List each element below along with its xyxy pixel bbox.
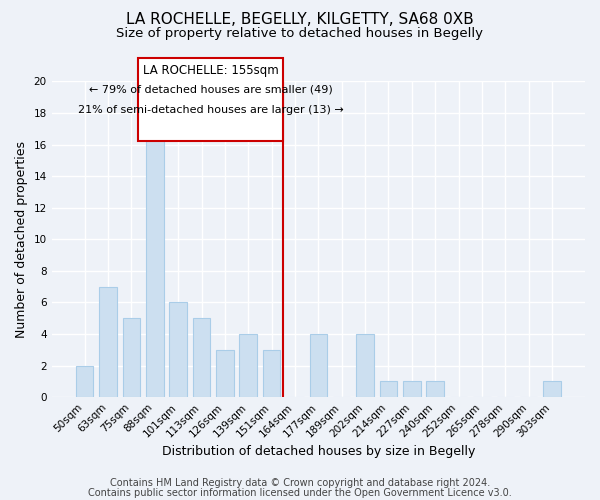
Bar <box>239 334 257 397</box>
Y-axis label: Number of detached properties: Number of detached properties <box>15 141 28 338</box>
Text: LA ROCHELLE: 155sqm: LA ROCHELLE: 155sqm <box>143 64 279 77</box>
Text: 21% of semi-detached houses are larger (13) →: 21% of semi-detached houses are larger (… <box>78 105 344 115</box>
Text: Contains public sector information licensed under the Open Government Licence v3: Contains public sector information licen… <box>88 488 512 498</box>
Bar <box>216 350 233 397</box>
Bar <box>403 382 421 397</box>
Bar <box>427 382 444 397</box>
Text: LA ROCHELLE, BEGELLY, KILGETTY, SA68 0XB: LA ROCHELLE, BEGELLY, KILGETTY, SA68 0XB <box>126 12 474 28</box>
Bar <box>122 318 140 397</box>
Bar <box>263 350 280 397</box>
Bar <box>193 318 210 397</box>
FancyBboxPatch shape <box>139 58 283 142</box>
Text: ← 79% of detached houses are smaller (49): ← 79% of detached houses are smaller (49… <box>89 84 333 94</box>
Text: Contains HM Land Registry data © Crown copyright and database right 2024.: Contains HM Land Registry data © Crown c… <box>110 478 490 488</box>
Bar <box>310 334 327 397</box>
Bar <box>380 382 397 397</box>
Bar <box>356 334 374 397</box>
Bar <box>169 302 187 397</box>
Text: Size of property relative to detached houses in Begelly: Size of property relative to detached ho… <box>116 28 484 40</box>
Bar <box>146 129 164 397</box>
X-axis label: Distribution of detached houses by size in Begelly: Distribution of detached houses by size … <box>161 444 475 458</box>
Bar <box>99 286 117 397</box>
Bar <box>543 382 561 397</box>
Bar <box>76 366 94 397</box>
